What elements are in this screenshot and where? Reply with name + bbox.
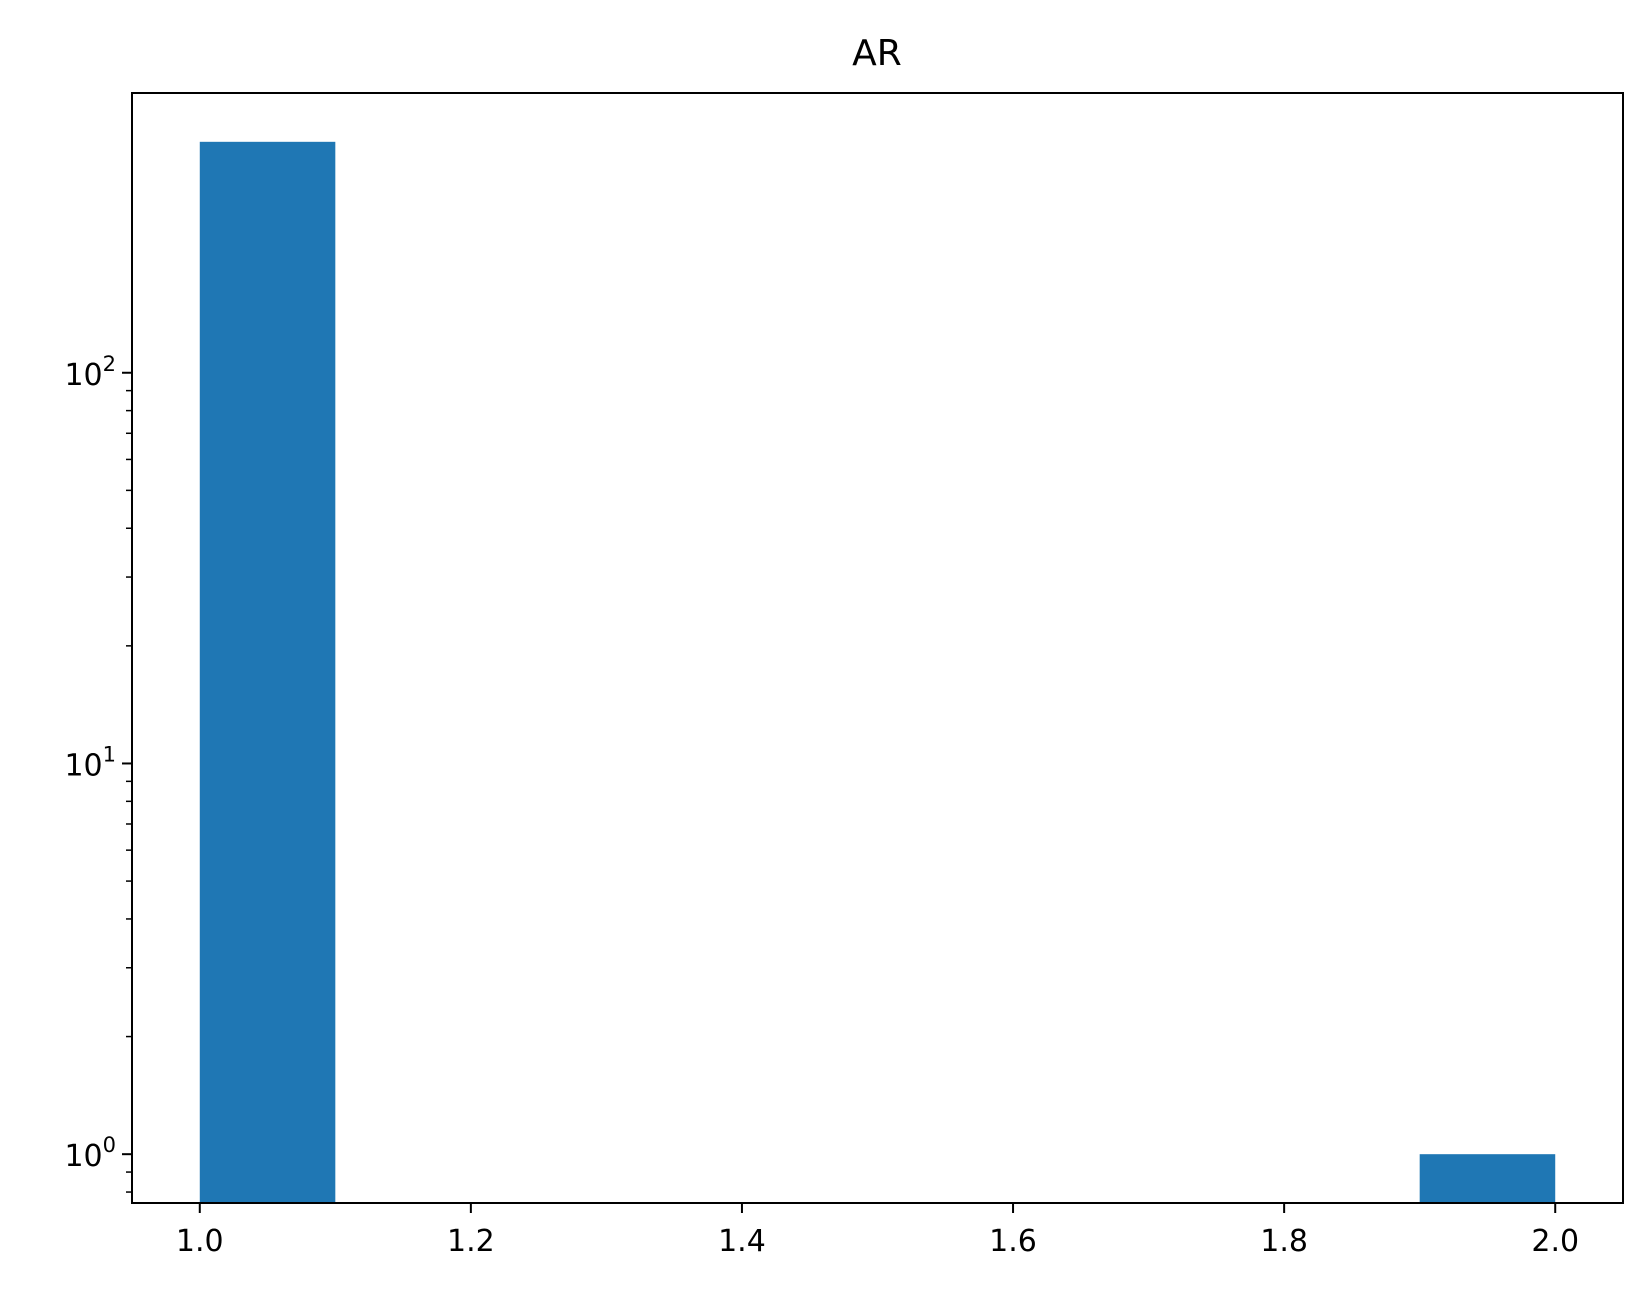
histogram-bar	[1419, 1154, 1556, 1203]
y-axis: 100 101 102	[64, 352, 132, 1193]
y-tick-label: 101	[64, 742, 116, 783]
x-tick-label: 1.0	[176, 1224, 224, 1259]
x-axis: 1.0 1.2 1.4 1.6 1.8 2.0	[176, 1203, 1579, 1259]
x-tick-label: 1.2	[447, 1224, 495, 1259]
x-tick-label: 2.0	[1531, 1224, 1579, 1259]
y-tick-label: 102	[64, 352, 116, 393]
x-tick-label: 1.8	[1260, 1224, 1308, 1259]
bars-group	[199, 141, 1556, 1204]
histogram-bar	[199, 141, 336, 1204]
x-tick-label: 1.4	[718, 1224, 766, 1259]
x-tick-label: 1.6	[989, 1224, 1037, 1259]
chart-title: AR	[852, 33, 902, 74]
y-tick-label: 100	[64, 1133, 116, 1174]
plot-area-frame	[131, 92, 1624, 1204]
